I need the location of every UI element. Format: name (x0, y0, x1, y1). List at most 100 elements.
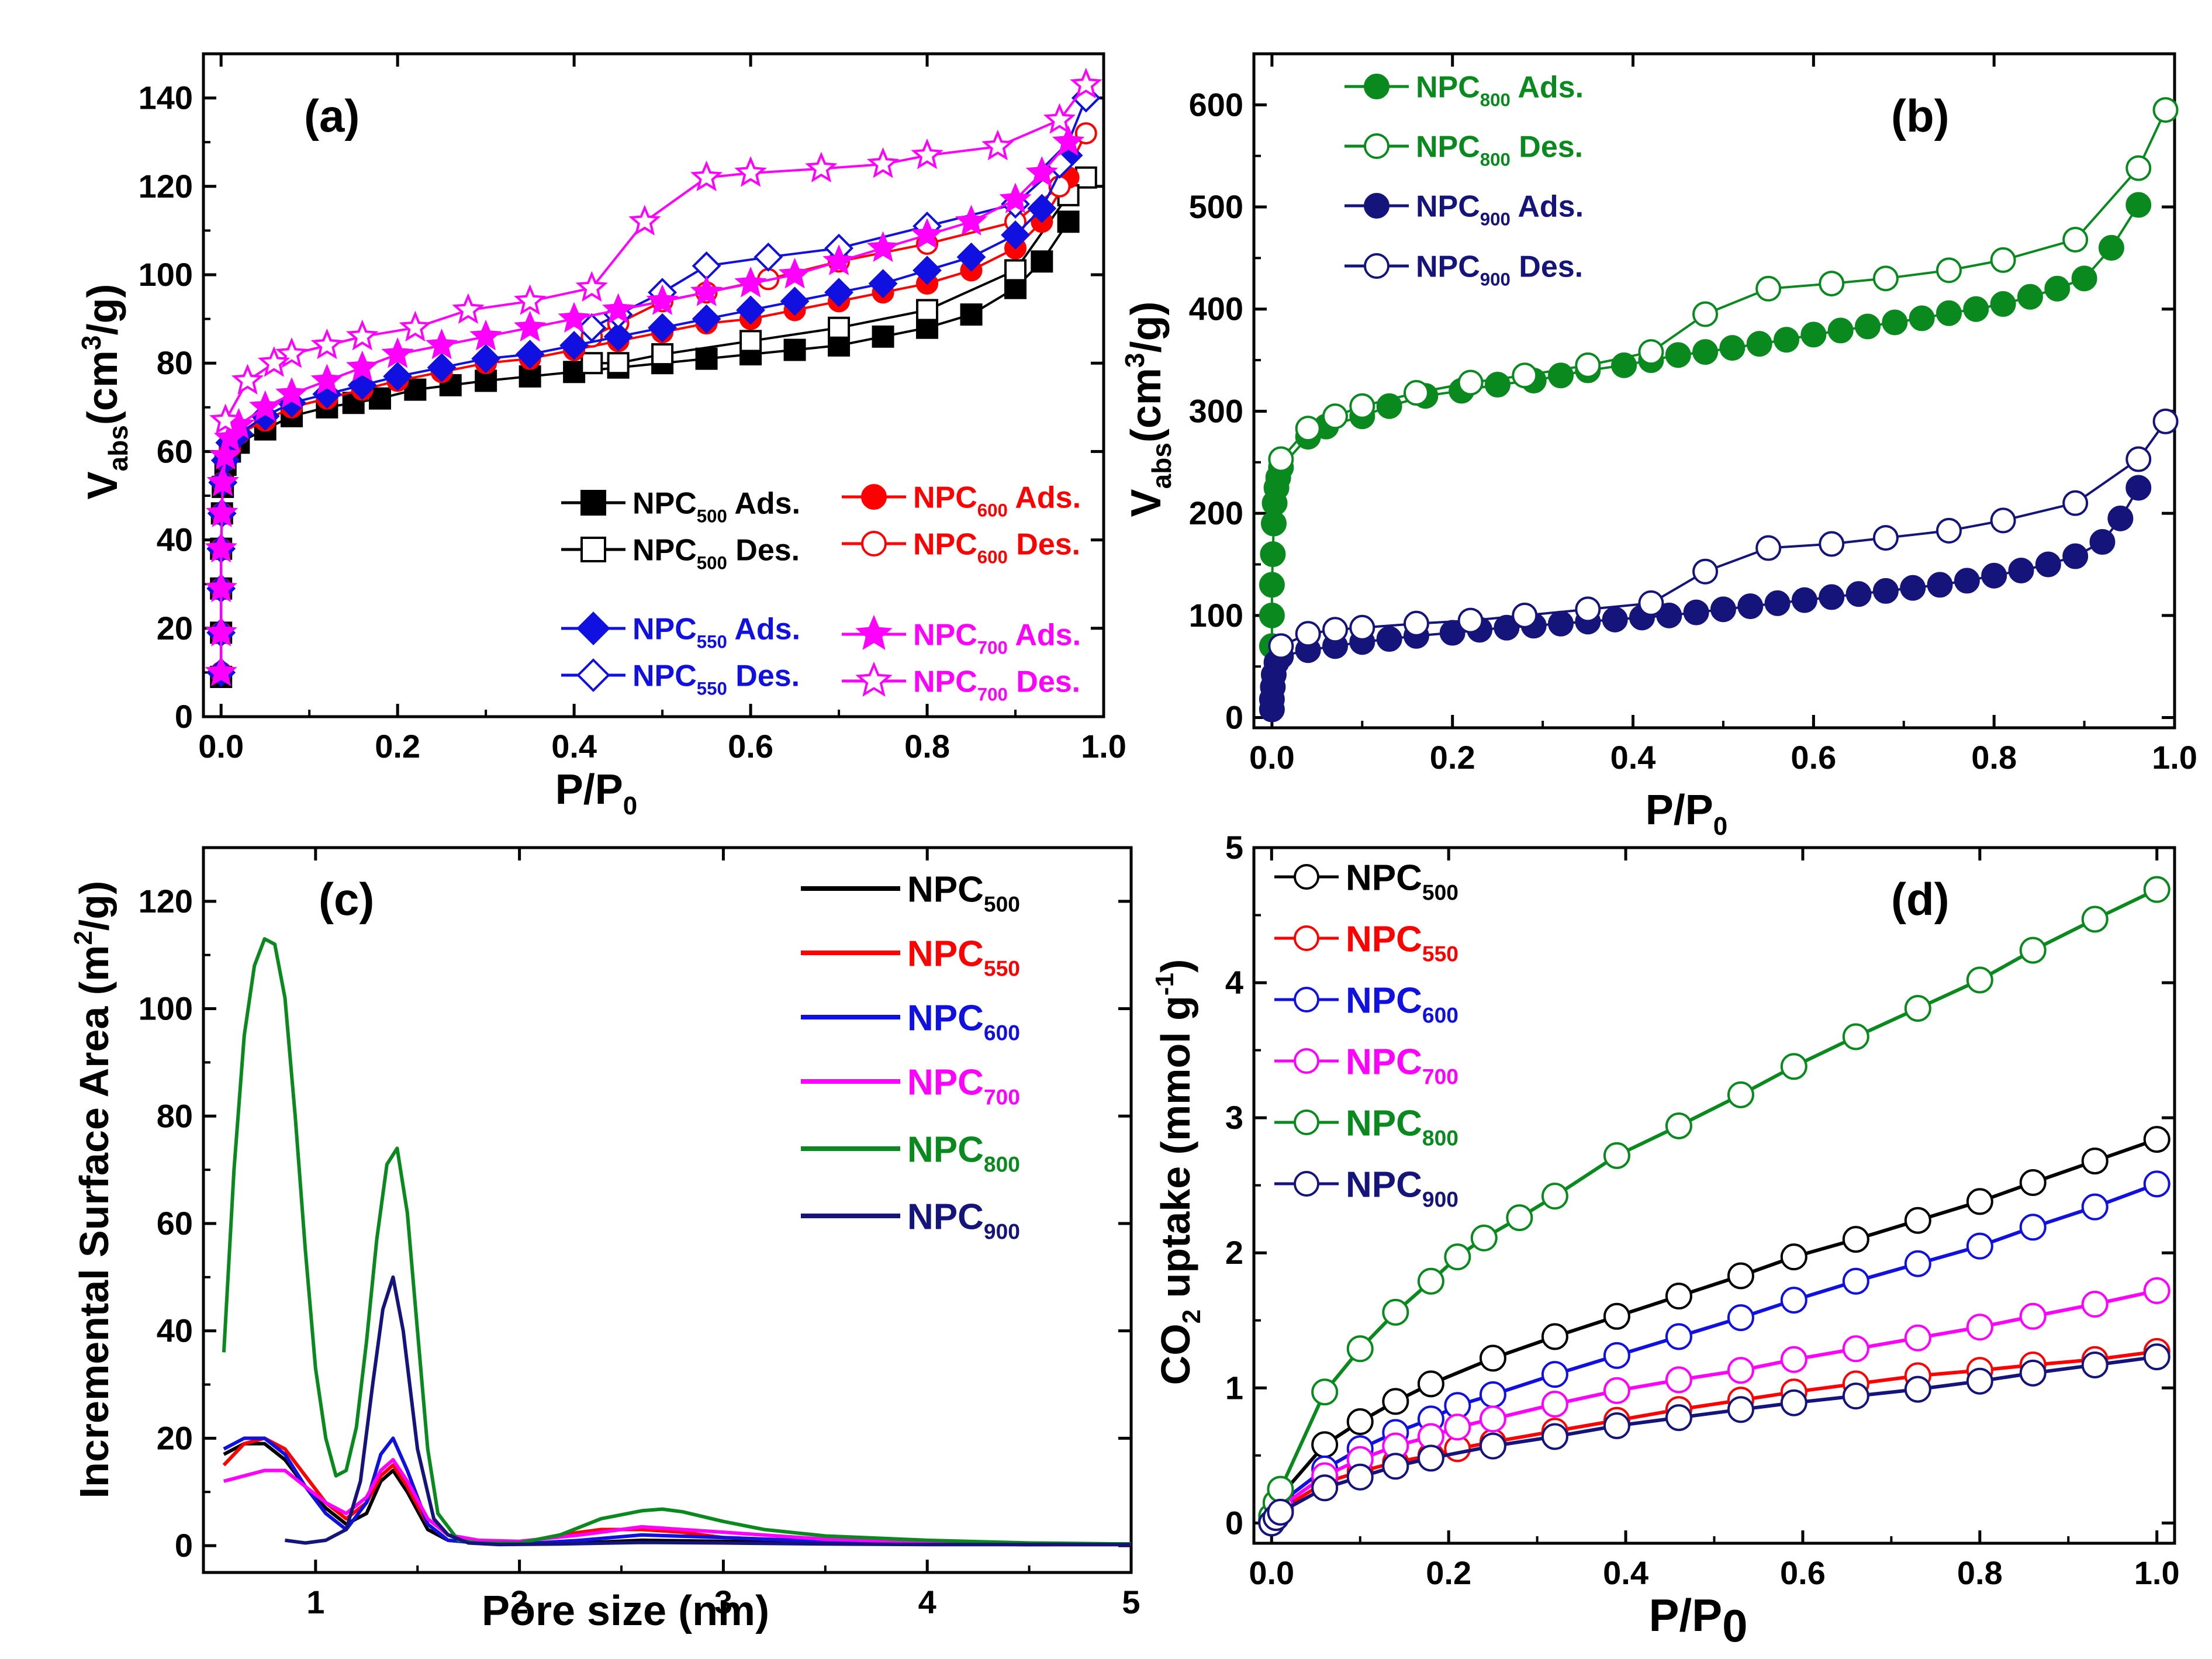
legend-entry-d-4: NPC800 (1274, 1103, 1458, 1150)
data-point-npc900 (1267, 1498, 1294, 1526)
data-point-npc800 (1470, 1224, 1498, 1252)
data-point-npc800-des (1268, 446, 1294, 472)
series-line-npc700 (223, 1458, 1131, 1546)
panel-c-ytick-label: 40 (157, 1312, 193, 1349)
panel-d-series (1258, 876, 2170, 1537)
data-point-npc800-des (1512, 362, 1538, 389)
legend-marker (861, 531, 887, 557)
data-point-npc900-des (1755, 535, 1782, 561)
panel-a-xtick-label: 0.2 (375, 728, 420, 765)
data-point-npc600 (1541, 1361, 1568, 1388)
data-point-npc800-ads (1484, 372, 1511, 398)
panel-d-legend: NPC500 NPC550 NPC600 NPC700 NPC800 NPC900 (1274, 858, 1458, 1212)
data-point-npc900 (2081, 1351, 2109, 1378)
legend-label: NPC550 Ads. (633, 613, 800, 652)
data-point-npc900 (1842, 1382, 1869, 1410)
panel-d-xtick-label: 0.8 (1957, 1554, 2003, 1591)
legend-label: NPC800 Ads. (1416, 71, 1584, 110)
panel-a-ytick-label: 0 (175, 698, 193, 735)
panel-c-xtick-label: 3 (714, 1584, 732, 1620)
data-point-npc800-des (1575, 352, 1601, 378)
data-point-npc900 (1780, 1389, 1807, 1416)
data-point-npc800-ads (1259, 572, 1285, 598)
data-point-npc800-ads (1774, 327, 1800, 353)
panel-a-xtick-label: 1.0 (1081, 728, 1126, 765)
legend-label: NPC500 Des. (633, 534, 800, 573)
data-point-npc700-ads (999, 182, 1032, 213)
legend-label: NPC900 Des. (1416, 250, 1583, 290)
legend-entry-c-0: NPC500 (801, 869, 1020, 917)
data-point-npc800-ads (1990, 291, 2016, 317)
data-point-npc700-ads (206, 496, 239, 527)
legend-marker (1294, 1171, 1319, 1197)
data-point-npc500 (1541, 1323, 1568, 1350)
panel-d-ytick-label: 1 (1225, 1369, 1243, 1406)
data-point-npc700-des (575, 271, 608, 302)
data-point-npc900-ads (2107, 505, 2134, 531)
legend-marker (1364, 133, 1390, 159)
legend-label: NPC700 Ads. (913, 618, 1081, 658)
panel-b-xtick-label: 0.8 (1971, 739, 2017, 776)
data-point-npc600-des (754, 242, 783, 272)
data-point-npc900-ads (1548, 610, 1574, 637)
panel-a-series (205, 67, 1102, 688)
data-point-npc700-des (911, 138, 943, 170)
data-point-npc700 (1727, 1357, 1754, 1384)
data-point-npc500 (2143, 1126, 2170, 1153)
legend-label: NPC600 (1346, 980, 1458, 1027)
data-point-npc800-ads (2044, 275, 2071, 302)
data-point-npc900-ads (1872, 578, 1899, 604)
panel-d-xtick-label: 1.0 (2134, 1554, 2180, 1591)
data-point-npc600-ads (692, 304, 721, 334)
panel-c-xtick-label: 4 (918, 1584, 936, 1620)
data-point-npc900-ads (2035, 551, 2061, 578)
panel-b-ylabel: Vabs(cm3/g) (1119, 302, 1177, 517)
data-point-npc800-des (1935, 257, 1962, 284)
legend-label: NPC500 Ads. (633, 487, 800, 527)
data-point-npc700-des (209, 403, 242, 434)
legend-label: NPC900 Ads. (1416, 190, 1584, 230)
legend-entry-a-4: NPC550 Ads. (561, 611, 800, 652)
data-point-npc900-des (1935, 517, 1962, 544)
data-point-npc900 (1311, 1474, 1339, 1502)
data-point-npc800 (2143, 876, 2170, 903)
data-point-npc900-des (2125, 446, 2152, 472)
data-point-npc800-ads (1665, 342, 1691, 368)
legend-entry-a-6: NPC700 Ads. (842, 614, 1081, 658)
data-point-npc800-des (1638, 339, 1664, 365)
data-point-npc600-ads (648, 313, 678, 343)
data-point-npc600-ads (559, 331, 589, 360)
data-point-npc800-des (1755, 275, 1782, 302)
legend-marker (1364, 193, 1390, 219)
data-point-npc800 (1267, 1475, 1294, 1503)
data-point-npc900-ads (1927, 572, 1953, 598)
data-point-npc600 (1727, 1304, 1754, 1332)
legend-marker (1294, 925, 1319, 951)
data-point-npc700-ads (1052, 125, 1085, 156)
data-point-npc600-ads (913, 255, 942, 285)
data-point-npc700-des (690, 160, 723, 192)
panel-a-tag: (a) (304, 90, 360, 141)
data-point-npc500 (1603, 1302, 1630, 1330)
data-point-npc700-des (399, 310, 431, 342)
data-point-npc700-des (734, 156, 767, 187)
data-point-npc700-ads (209, 439, 242, 470)
data-point-npc800 (1311, 1378, 1339, 1406)
panel-a-ytick-label: 40 (157, 521, 193, 558)
panel-b-ytick-label: 600 (1189, 86, 1243, 123)
data-point-npc900-ads (2062, 543, 2089, 569)
data-point-npc500 (1346, 1408, 1374, 1436)
data-point-npc500-ads (368, 387, 391, 410)
panel-c-ytick-label: 100 (139, 990, 193, 1027)
data-point-npc800-ads (1746, 331, 1772, 357)
data-point-npc600-ads (956, 242, 986, 272)
data-point-npc600 (1842, 1267, 1869, 1295)
data-point-npc800 (1904, 994, 1931, 1022)
data-point-npc900-ads (1845, 581, 1872, 607)
panel-b-xtick-label: 0.4 (1610, 739, 1656, 776)
data-point-npc500 (1904, 1207, 1931, 1234)
data-point-npc500-ads (1031, 250, 1053, 273)
data-point-npc800-ads (2098, 234, 2124, 261)
panel-b-axes: 0.0 0.2 0.4 0.6 0.8 1.0 0 100 200 300 400 500 600 (1189, 52, 2197, 776)
data-point-npc800-ads (1692, 339, 1719, 365)
